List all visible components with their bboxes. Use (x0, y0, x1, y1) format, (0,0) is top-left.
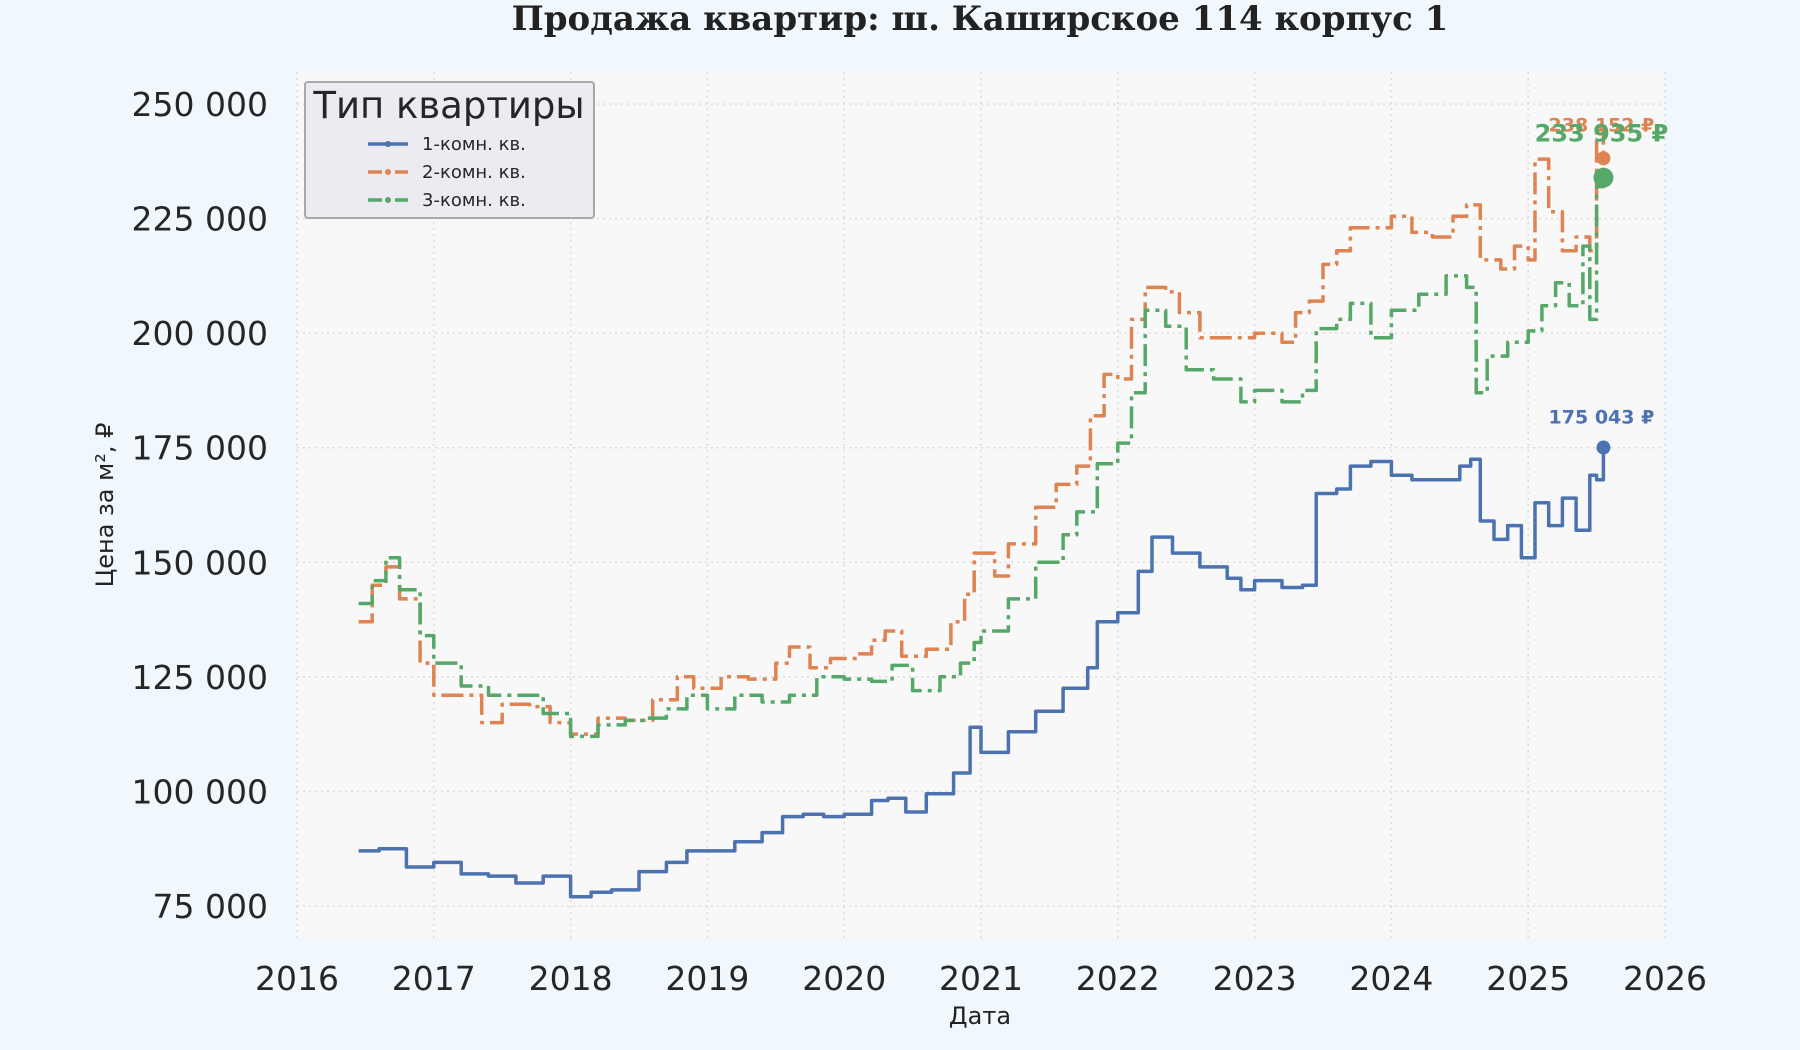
y-tick-label: 75 000 (153, 887, 268, 926)
end-value-label-3: 233 935 ₽ (1535, 120, 1669, 148)
end-value-label-2: 238 152 ₽ (1549, 114, 1655, 136)
legend-title: Тип квартиры (312, 84, 584, 127)
x-tick-label: 2021 (939, 959, 1023, 998)
y-axis: 75 000 100 000 125 000 150 000 175 000 200 00… (132, 85, 268, 926)
series-layer (358, 125, 1606, 899)
end-value-label-1: 175 043 ₽ (1549, 407, 1655, 429)
legend-box (304, 81, 595, 219)
y-tick-label: 225 000 (132, 200, 268, 239)
x-tick-label: 2022 (1076, 959, 1160, 998)
series-line-1 (358, 447, 1606, 899)
legend: Тип квартиры 1-комн. кв. 2-комн. кв. 3-ком… (304, 81, 595, 219)
end-point-2 (1596, 151, 1611, 166)
x-tick-label: 2018 (529, 959, 613, 998)
y-axis-label: Цена за м², ₽ (91, 423, 119, 588)
x-tick-label: 2026 (1623, 959, 1707, 998)
x-tick-label: 2019 (665, 959, 749, 998)
legend-entry-3: 3-комн. кв. (422, 190, 526, 211)
y-tick-label: 125 000 (132, 658, 268, 697)
legend-marker-3 (385, 197, 391, 203)
end-point-1 (1596, 440, 1611, 455)
y-tick-label: 175 000 (132, 429, 268, 468)
legend-marker-1 (385, 141, 391, 147)
x-tick-label: 2023 (1213, 959, 1297, 998)
y-tick-label: 150 000 (132, 543, 268, 582)
legend-entry-2: 2-комн. кв. (422, 162, 526, 183)
x-tick-label: 2016 (255, 959, 339, 998)
x-tick-label: 2025 (1486, 959, 1570, 998)
x-axis: 2016 2017 2018 2019 2020 2021 2022 2023 2024 2025… (255, 959, 1707, 998)
end-point-3 (1593, 167, 1614, 188)
chart-title: Продажа квартир: ш. Каширское 114 корпус… (512, 0, 1449, 39)
y-tick-label: 100 000 (132, 772, 268, 811)
legend-entry-1: 1-комн. кв. (422, 134, 526, 155)
x-axis-label: Дата (949, 1002, 1011, 1030)
x-tick-label: 2020 (802, 959, 886, 998)
x-tick-label: 2017 (392, 959, 476, 998)
y-tick-label: 200 000 (132, 314, 268, 353)
legend-marker-2 (385, 169, 391, 175)
series-line-3 (358, 177, 1606, 739)
x-tick-label: 2024 (1349, 959, 1433, 998)
end-markers: 175 043 ₽ 238 152 ₽233 935 ₽ (1535, 114, 1669, 455)
y-tick-label: 250 000 (132, 85, 268, 124)
